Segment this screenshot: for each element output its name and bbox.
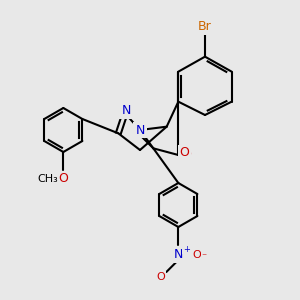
Text: O: O xyxy=(58,172,68,185)
Text: CH₃: CH₃ xyxy=(37,174,58,184)
Text: N: N xyxy=(120,105,130,118)
Text: N: N xyxy=(135,124,145,136)
Text: N: N xyxy=(121,104,131,117)
Text: O: O xyxy=(192,250,201,260)
Text: Br: Br xyxy=(198,20,212,33)
Text: N: N xyxy=(174,248,183,262)
Text: +: + xyxy=(183,244,190,253)
Text: O: O xyxy=(179,146,189,160)
Text: ⁻: ⁻ xyxy=(202,252,207,262)
Text: O: O xyxy=(182,148,191,161)
Text: Br: Br xyxy=(198,20,212,33)
Text: N: N xyxy=(135,124,145,136)
Text: O: O xyxy=(156,272,165,282)
